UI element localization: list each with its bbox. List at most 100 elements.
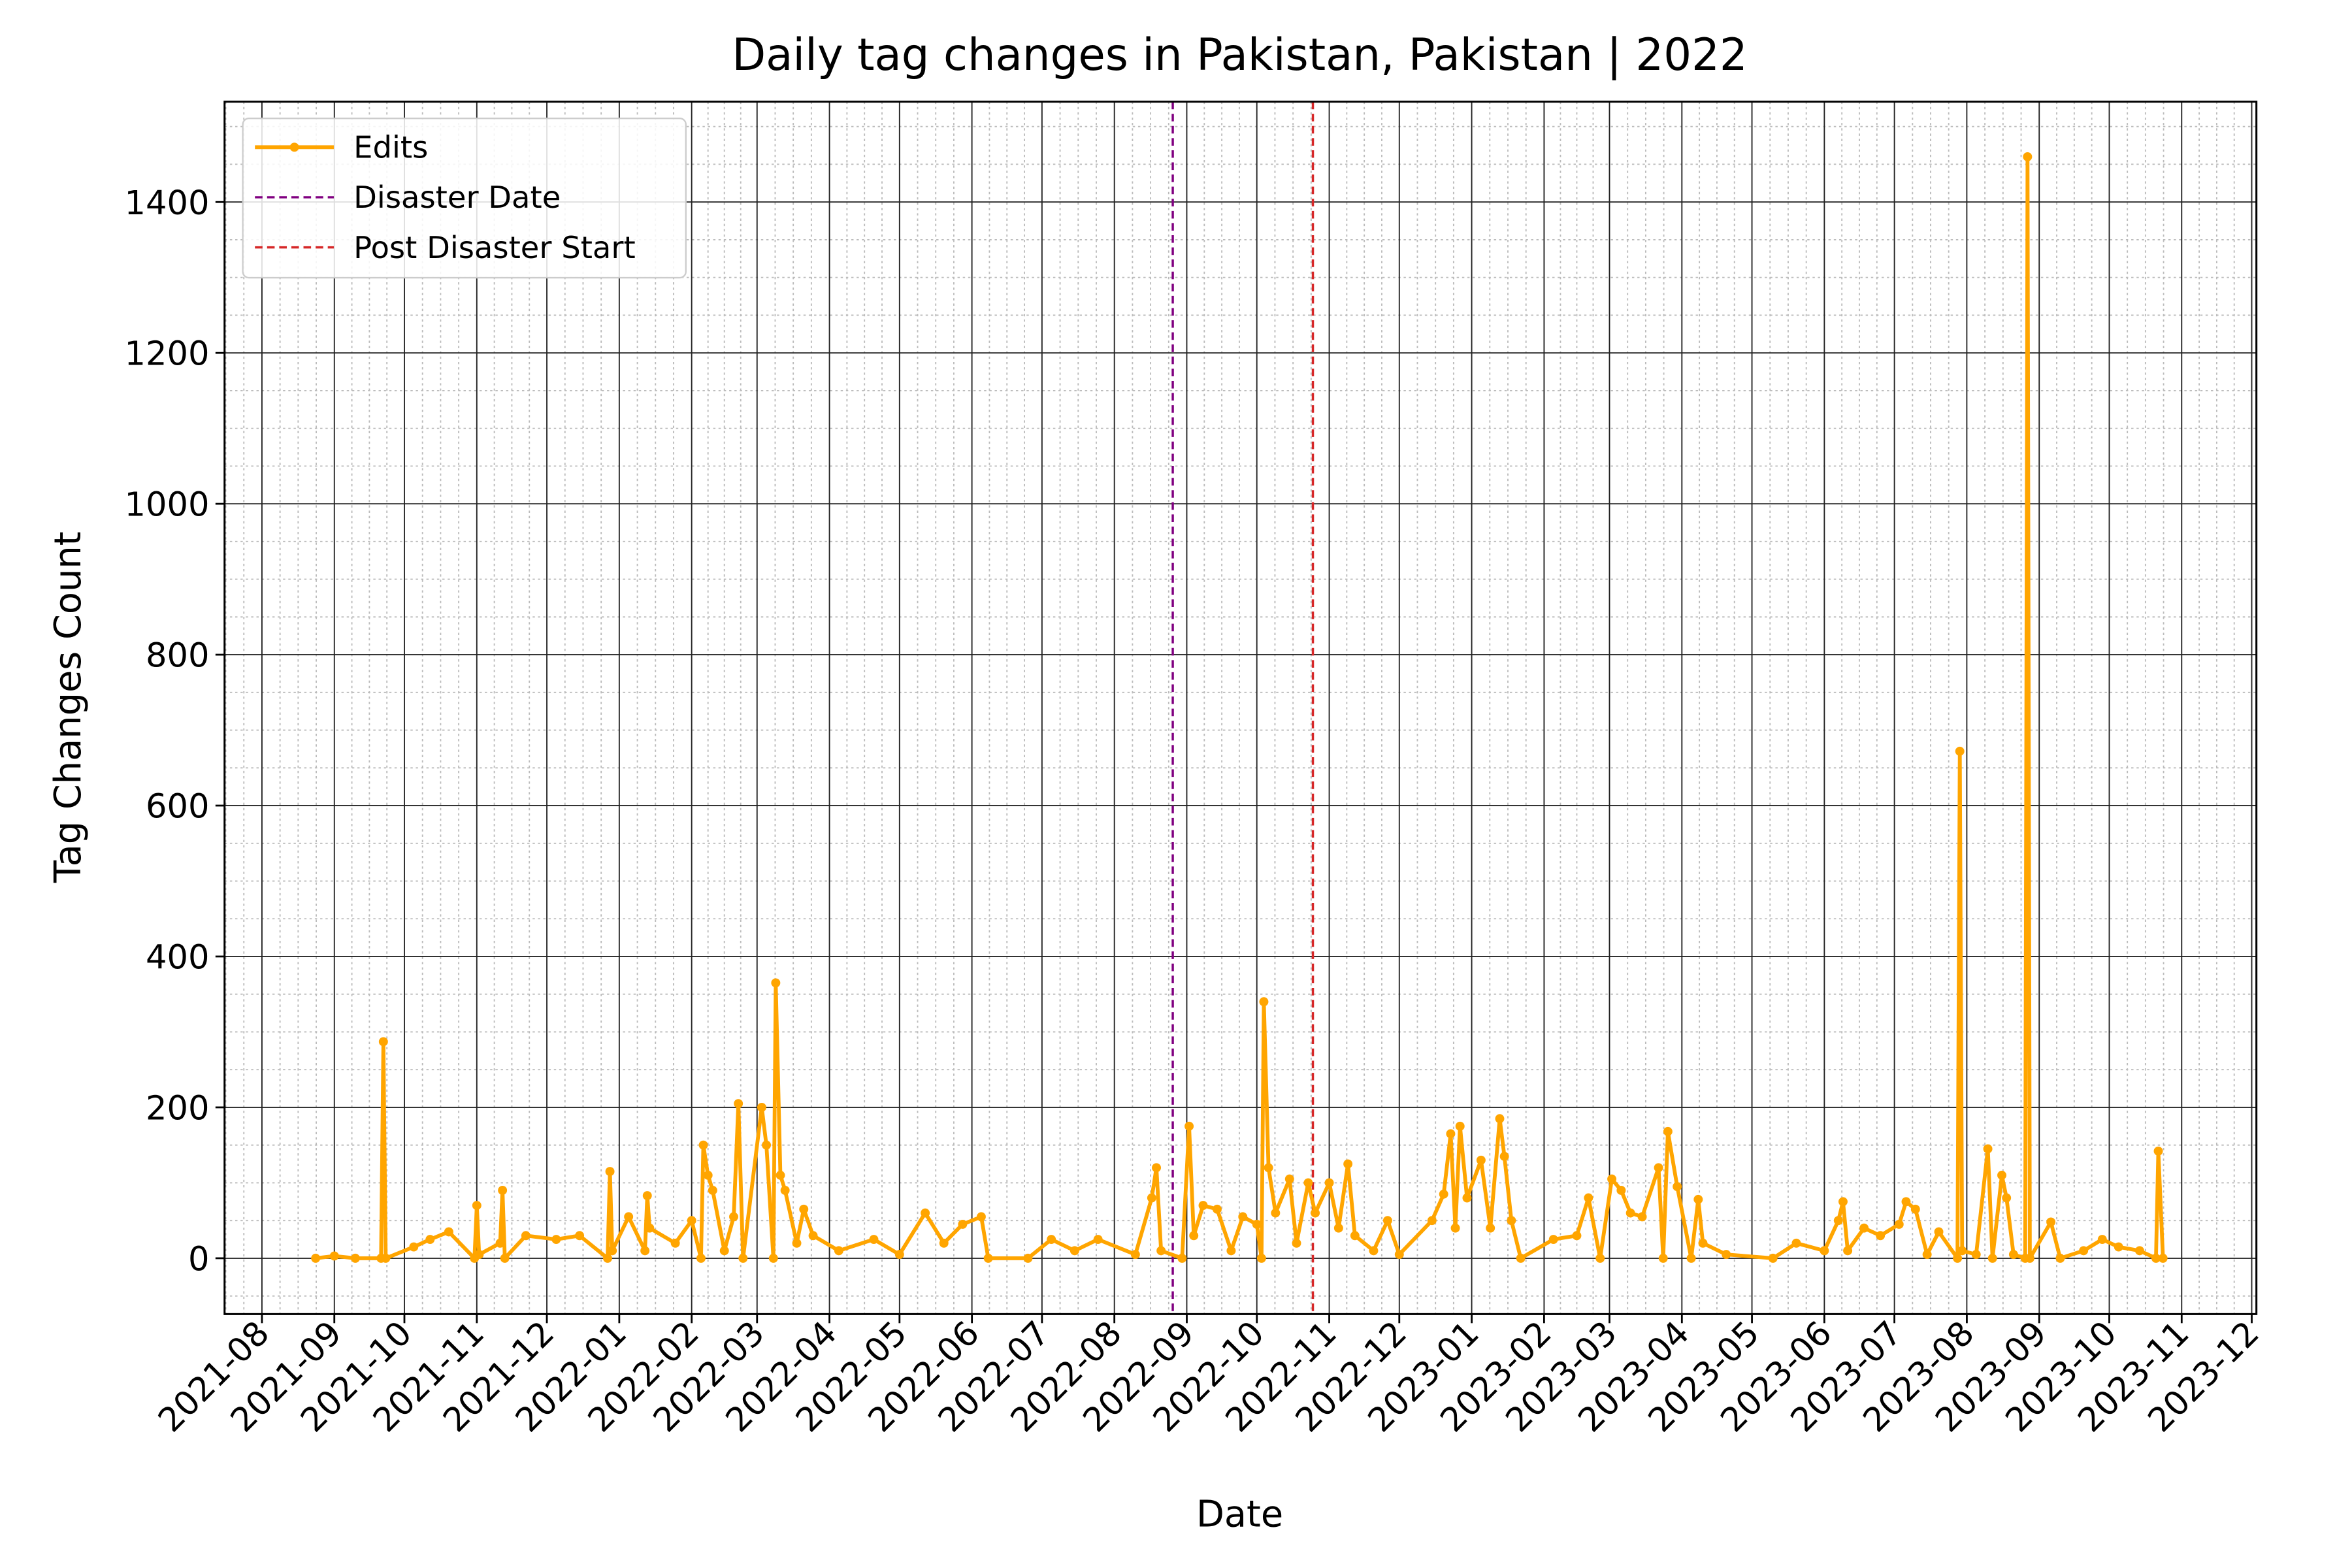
data-point	[958, 1219, 968, 1229]
data-point	[1156, 1246, 1166, 1256]
data-point	[2079, 1246, 2089, 1256]
data-point	[1271, 1208, 1281, 1218]
data-point	[1673, 1182, 1682, 1192]
data-point	[1495, 1114, 1505, 1124]
data-point	[703, 1170, 713, 1180]
data-point	[894, 1250, 904, 1260]
data-point	[1446, 1129, 1456, 1139]
data-point	[1658, 1253, 1668, 1263]
data-point	[624, 1212, 634, 1222]
data-point	[1987, 1253, 1997, 1263]
data-point	[1023, 1253, 1033, 1263]
data-point	[1450, 1223, 1460, 1233]
data-point	[1516, 1253, 1526, 1263]
data-point	[1838, 1197, 1848, 1207]
data-point	[869, 1235, 879, 1245]
data-point	[1934, 1227, 1944, 1237]
data-point	[1184, 1121, 1194, 1131]
data-point	[381, 1253, 391, 1263]
data-point	[498, 1186, 508, 1195]
data-point	[1997, 1170, 2007, 1180]
data-point	[1369, 1246, 1379, 1256]
data-point	[1922, 1250, 1932, 1260]
data-point	[1259, 997, 1269, 1007]
legend-box	[242, 118, 687, 279]
data-point	[350, 1253, 360, 1263]
y-tick-label: 200	[146, 1090, 210, 1128]
data-point	[474, 1250, 484, 1260]
data-point	[921, 1208, 930, 1218]
data-point	[1693, 1194, 1703, 1204]
data-point	[1901, 1197, 1911, 1207]
y-tick-label: 1400	[125, 184, 210, 223]
data-point	[645, 1223, 655, 1233]
chart-title: Daily tag changes in Pakistan, Pakistan …	[732, 29, 1747, 80]
data-point	[2002, 1193, 2012, 1203]
data-point	[808, 1231, 818, 1241]
data-point	[1394, 1250, 1404, 1260]
data-point	[1311, 1208, 1320, 1218]
data-point	[1047, 1235, 1056, 1245]
data-point	[734, 1099, 743, 1109]
data-point	[2153, 1146, 2163, 1156]
y-tick-label: 800	[146, 637, 210, 676]
data-point	[768, 1253, 778, 1263]
data-point	[1983, 1144, 1993, 1154]
data-point	[976, 1212, 986, 1222]
data-point	[1439, 1189, 1448, 1199]
data-point	[1292, 1238, 1301, 1248]
data-point	[640, 1246, 650, 1256]
data-point	[329, 1251, 339, 1261]
data-point	[698, 1140, 708, 1150]
data-point	[1768, 1253, 1778, 1263]
data-point	[1226, 1246, 1236, 1256]
y-tick-label: 0	[188, 1240, 210, 1279]
data-point	[1859, 1223, 1869, 1233]
data-point	[670, 1238, 680, 1248]
data-point	[1070, 1246, 1079, 1256]
data-point	[2134, 1246, 2144, 1256]
data-point	[605, 1167, 615, 1177]
data-point	[799, 1204, 809, 1214]
data-point	[1876, 1231, 1886, 1241]
data-point	[1198, 1201, 1208, 1211]
data-point	[1252, 1219, 1262, 1229]
data-point	[2158, 1253, 2168, 1263]
data-point	[1427, 1216, 1437, 1226]
data-point	[2055, 1253, 2065, 1263]
data-point	[1686, 1253, 1696, 1263]
legend: Edits Disaster Date Post Disaster Start	[242, 118, 687, 279]
x-axis-label: Date	[1196, 1494, 1283, 1536]
data-point	[1894, 1219, 1904, 1229]
data-point	[1791, 1238, 1801, 1248]
data-point	[939, 1238, 949, 1248]
data-point	[696, 1253, 706, 1263]
data-point	[1820, 1246, 1829, 1256]
data-point	[2097, 1235, 2107, 1245]
data-point	[495, 1238, 505, 1248]
data-point	[1189, 1231, 1199, 1241]
data-point	[2151, 1253, 2161, 1263]
data-point	[1462, 1193, 1472, 1203]
data-point	[792, 1238, 802, 1248]
data-point	[2046, 1217, 2056, 1227]
data-point	[472, 1201, 482, 1211]
data-point	[1971, 1250, 1981, 1260]
data-point	[1212, 1204, 1222, 1214]
data-point	[1455, 1121, 1465, 1131]
data-point	[1616, 1186, 1626, 1195]
data-point	[1637, 1212, 1647, 1222]
data-point	[1722, 1250, 1731, 1260]
data-point	[1147, 1193, 1156, 1203]
data-point	[757, 1102, 766, 1112]
data-point	[1843, 1246, 1853, 1256]
data-point	[1953, 1253, 1963, 1263]
data-point	[1130, 1250, 1140, 1260]
legend-label: Edits	[353, 130, 428, 165]
data-point	[1625, 1208, 1635, 1218]
y-tick-label: 1200	[125, 335, 210, 374]
data-point	[378, 1037, 388, 1047]
data-point	[1284, 1174, 1294, 1184]
